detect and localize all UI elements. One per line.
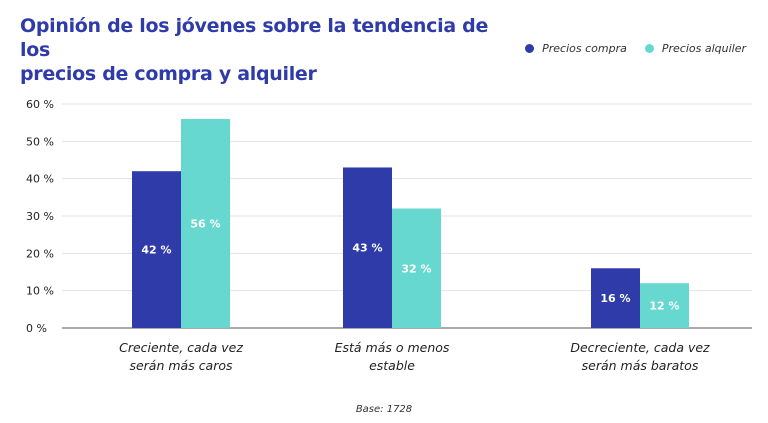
bar-data-label: 42 % (141, 244, 171, 257)
legend-label-compra: Precios compra (542, 42, 627, 55)
y-tick-label: 50 % (26, 135, 54, 148)
bar-data-label: 32 % (401, 262, 431, 275)
category-label: estable (369, 358, 415, 373)
category-label: Creciente, cada vez (119, 340, 243, 355)
bar-alquiler (640, 283, 689, 328)
y-tick-label: 30 % (26, 210, 54, 223)
bar-data-label: 16 % (600, 292, 630, 305)
bar-chart: 0 % 10 % 20 % 30 % 40 % 50 % 60 % 42 % 56 % Creci… (26, 98, 752, 373)
bar-compra (591, 268, 640, 328)
bar-data-label: 43 % (352, 242, 382, 255)
legend-item-precios-alquiler: Precios alquiler (644, 42, 746, 55)
category-label: Decreciente, cada vez (570, 340, 710, 355)
bar-alquiler (181, 118, 230, 328)
bar-compra (343, 167, 392, 328)
bar-compra (132, 171, 181, 328)
bar-data-label: 56 % (190, 217, 220, 230)
legend-item-precios-compra: Precios compra (525, 42, 627, 55)
category-label: Está más o menos (335, 340, 450, 355)
category-label: serán más caros (129, 358, 233, 373)
bar-alquiler (392, 208, 441, 328)
y-tick-label: 20 % (26, 247, 54, 260)
y-tick-label: 60 % (26, 98, 54, 111)
category-label: serán más baratos (582, 358, 699, 373)
y-tick-label: 40 % (26, 173, 54, 186)
footnote-base: Base: 1728 (355, 404, 413, 415)
legend-swatch-alquiler (644, 44, 654, 53)
legend-label-alquiler: Precios alquiler (661, 42, 746, 55)
legend: Precios compra Precios alquiler (525, 42, 746, 55)
legend-swatch-compra (525, 44, 535, 53)
y-tick-label: 0 % (26, 322, 47, 335)
chart-title-line-1: Opinión de los jóvenes sobre la tendenci… (20, 15, 489, 61)
y-tick-label: 10 % (26, 285, 54, 298)
bar-data-label: 12 % (649, 300, 679, 313)
chart-title: Opinión de los jóvenes sobre la tendenci… (20, 14, 490, 86)
chart-title-line-2: precios de compra y alquiler (20, 63, 317, 85)
